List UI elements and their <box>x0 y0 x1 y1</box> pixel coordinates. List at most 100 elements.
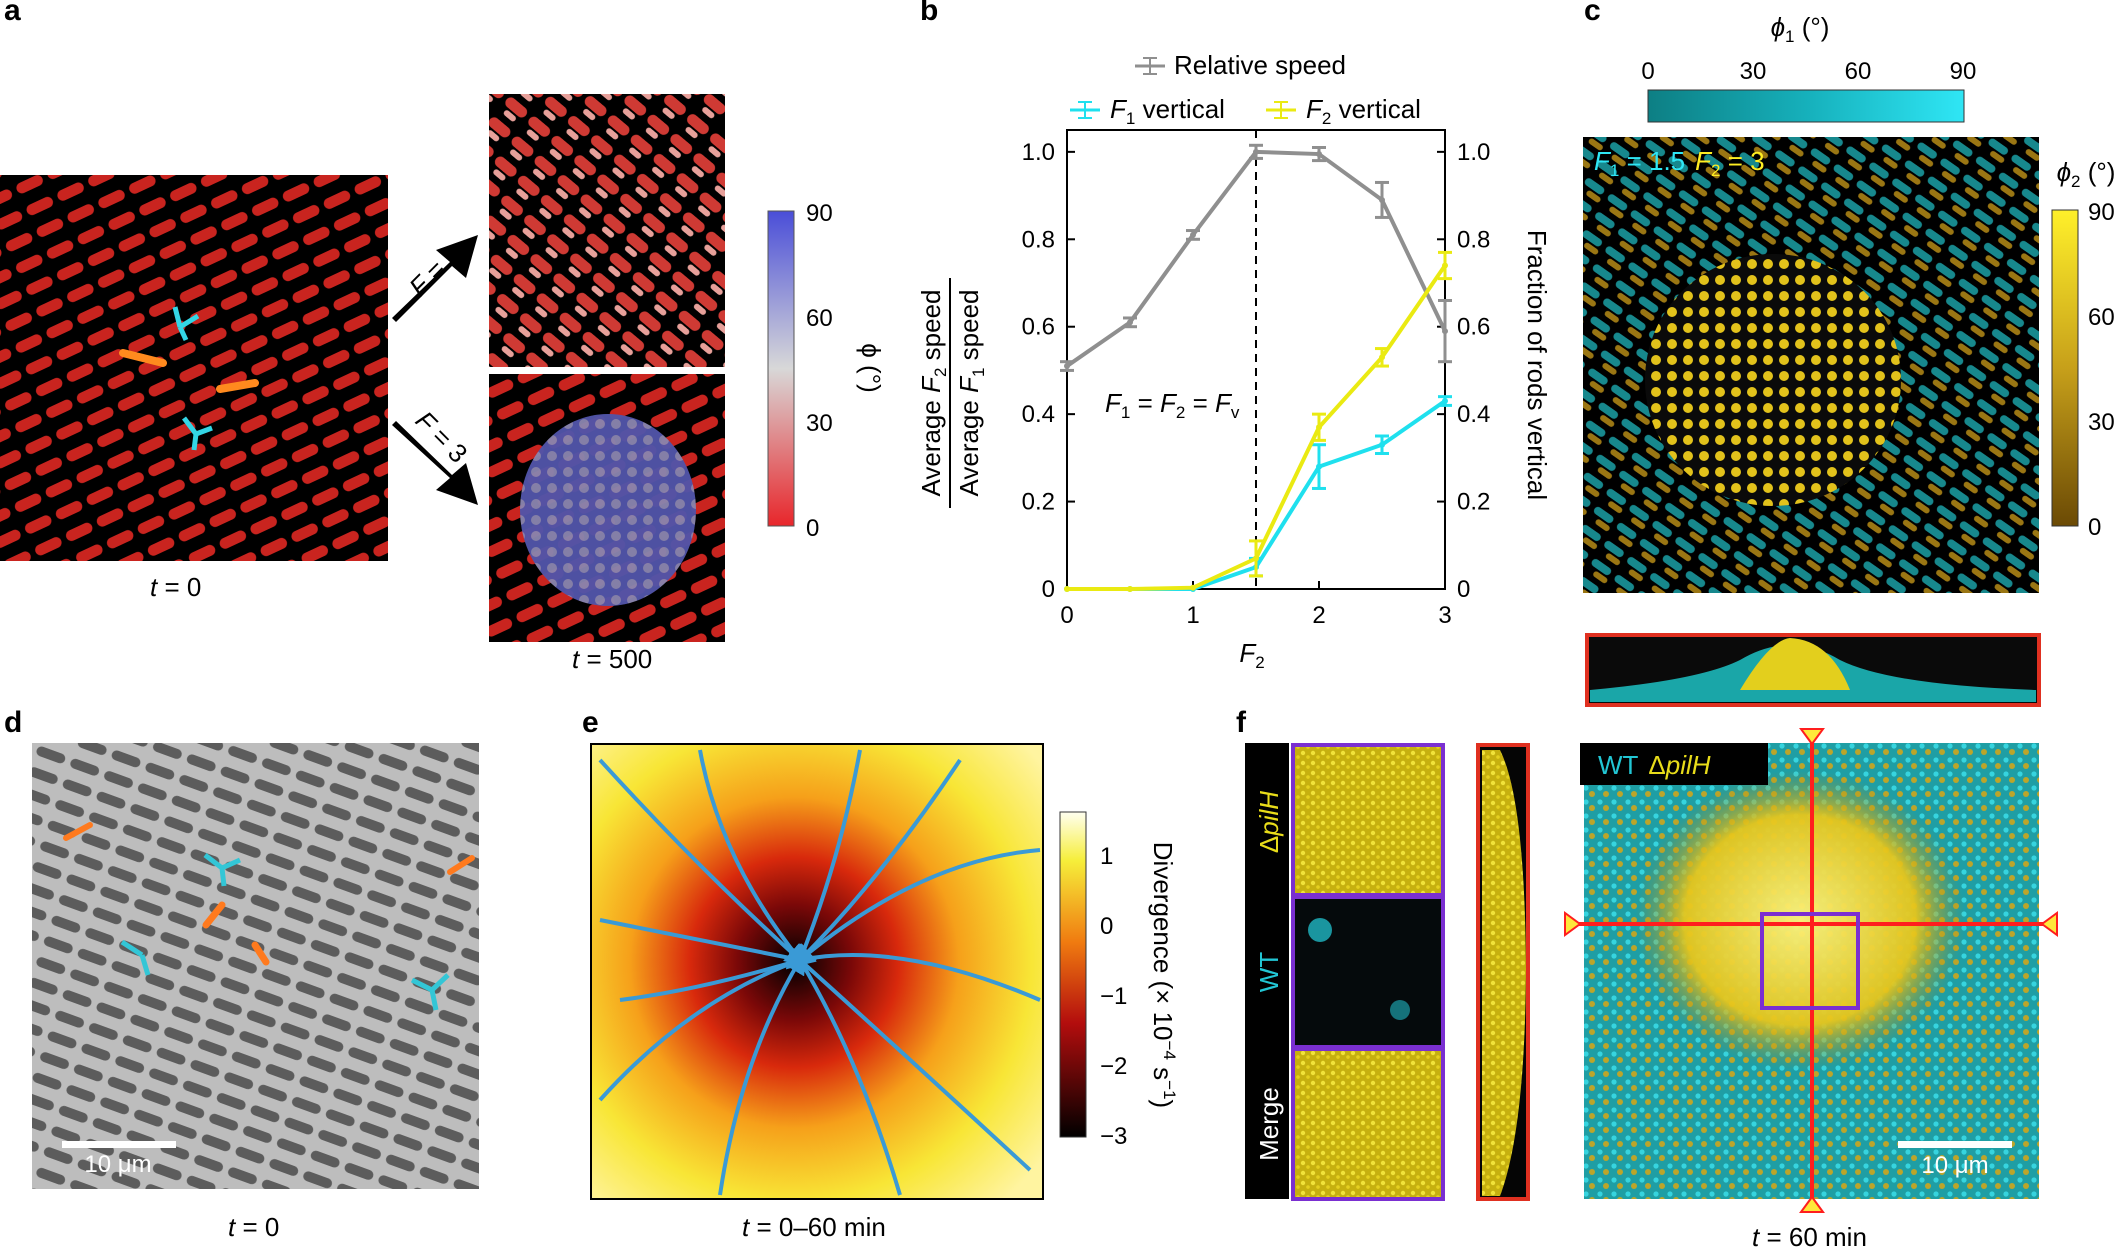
row-label-wt: WT <box>1254 952 1284 993</box>
panel-label-a: a <box>4 0 21 27</box>
zoom-pilh-channel <box>1291 743 1445 897</box>
data-point <box>1190 231 1196 238</box>
data-point <box>1064 586 1070 592</box>
initial-state-image <box>0 175 388 561</box>
panel-label-b: b <box>920 0 938 27</box>
divergence-field <box>590 743 1044 1200</box>
data-point <box>1316 151 1322 158</box>
data-point <box>1442 328 1448 335</box>
phi2-tick: 60 <box>2088 304 2115 331</box>
data-point <box>1064 363 1070 370</box>
x-tick-label: 0 <box>1060 602 1073 629</box>
x-tick-label: 3 <box>1438 602 1451 629</box>
data-point <box>1379 354 1385 361</box>
data-point <box>1379 196 1385 203</box>
colorbar-a-tick: 60 <box>806 305 833 332</box>
svg-text:Average F2 speed: Average F2 speed <box>916 289 950 496</box>
panel-a: a t = 0 F = 1 F = 3 t = 500 90 60 30 0 ϕ… <box>0 0 886 674</box>
svg-text:Average F1 speed: Average F1 speed <box>954 289 988 496</box>
crosshair-marker-top <box>1799 728 1825 746</box>
phi2-tick: 90 <box>2088 199 2115 226</box>
scalebar-d-label: 10 μm <box>84 1151 151 1178</box>
data-point <box>1316 463 1322 470</box>
colorbar-a-label: ϕ (°) <box>856 343 886 393</box>
chart-b-annotation: F1 = F2 = Fv <box>1105 388 1240 422</box>
arrow-f1 <box>392 235 478 322</box>
y-tick-label-left: 0.6 <box>1022 314 1055 341</box>
phi2-tick: 30 <box>2088 409 2115 436</box>
y-tick-label-right: 0.2 <box>1457 489 1490 516</box>
streamlines <box>598 749 1041 1196</box>
scalebar-f-label: 10 μm <box>1921 1152 1988 1179</box>
y-tick-label-left: 0.8 <box>1022 226 1055 253</box>
svg-text:F1 vertical: F1 vertical <box>1110 94 1225 128</box>
crosshair-marker-bottom <box>1799 1195 1825 1213</box>
strain-legend-text: WT ΔpilH <box>1598 750 1711 780</box>
panel-label-d: d <box>4 706 22 739</box>
phi1-tick: 90 <box>1950 58 1977 85</box>
panel-f: f ΔpilH WT Merge WT ΔpilH 10 μm t = 60 mi… <box>1236 706 2058 1251</box>
caption-e: t = 0–60 min <box>742 1212 886 1242</box>
caption-a-right: t = 500 <box>572 644 652 674</box>
panel-label-c: c <box>1584 0 1601 27</box>
data-point <box>1316 424 1322 431</box>
phi2-tick: 0 <box>2088 514 2101 541</box>
caption-a-left: t = 0 <box>150 572 201 602</box>
colorbar-e-tick: 1 <box>1100 843 1113 870</box>
phi1-colorbar-label: ϕ1 (°) <box>1771 12 1830 46</box>
panel-c: c ϕ1 (°) 0 30 60 90 F1 = 1.5 F2 = 3 ϕ2 (°… <box>1583 0 2116 707</box>
arrow-f3 <box>392 421 478 505</box>
phi1-colorbar <box>1647 89 1965 123</box>
scalebar-d <box>62 1141 176 1148</box>
phi2-colorbar-label: ϕ2 (°) <box>2057 157 2116 191</box>
panel-d: d 10 μm t = 0 <box>4 706 479 1242</box>
x-tick-label: 1 <box>1186 602 1199 629</box>
row-label-merge: Merge <box>1254 1087 1284 1161</box>
crosshair-marker-right <box>2040 911 2058 937</box>
data-point <box>1253 148 1259 155</box>
zoom-region-box <box>1760 912 1860 1010</box>
y-tick-label-right: 1.0 <box>1457 139 1490 166</box>
defect-markers-d <box>63 822 475 1011</box>
colorbar-a-tick: 90 <box>806 200 833 227</box>
scalebar-f <box>1898 1141 2012 1148</box>
chart-b-legend: Relative speed F1 vertical F2 vertical <box>1070 50 1421 128</box>
microscopy-image-d <box>32 743 479 1189</box>
defect-markers <box>119 306 259 451</box>
panel-label-e: e <box>582 706 599 739</box>
caption-d: t = 0 <box>228 1212 279 1242</box>
strain-legend <box>1580 743 1768 785</box>
inset-force-labels: F1 = 1.5 F2 = 3 <box>1594 146 1765 180</box>
panel-label-f: f <box>1236 706 1247 739</box>
chart-b-ylabel-right: Fraction of rods vertical <box>1522 230 1552 500</box>
caption-f: t = 60 min <box>1752 1222 1867 1251</box>
phi1-tick: 30 <box>1740 58 1767 85</box>
y-tick-label-right: 0.6 <box>1457 314 1490 341</box>
colorbar-e-tick: −3 <box>1100 1123 1127 1150</box>
colorbar-e <box>1059 811 1087 1138</box>
colorbar-a-tick: 30 <box>806 410 833 437</box>
y-tick-label-right: 0 <box>1457 576 1470 603</box>
y-tick-label-right: 0.8 <box>1457 226 1490 253</box>
chart-b: 0 1 2 30 00.2 0.20.4 0.40.6 0.60.8 0.81.0 1.0 <box>1022 129 1490 629</box>
colorbar-e-tick: −2 <box>1100 1053 1127 1080</box>
colorbar-e-tick: −1 <box>1100 983 1127 1010</box>
data-point <box>1442 262 1448 269</box>
y-tick-label-left: 1.0 <box>1022 139 1055 166</box>
phi1-tick: 60 <box>1845 58 1872 85</box>
colorbar-a-tick: 0 <box>806 515 819 542</box>
colorbar-e-tick: 0 <box>1100 913 1113 940</box>
y-tick-label-left: 0.2 <box>1022 489 1055 516</box>
panel-e: e 1 0 −1 −2 −3 Divergence (× 10−4 s−1) t… <box>582 706 1179 1242</box>
data-point <box>1442 398 1448 405</box>
legend-item-relative-speed: Relative speed <box>1135 50 1346 80</box>
row-label-strip <box>1245 743 1289 1199</box>
svg-text:F2 vertical: F2 vertical <box>1306 94 1421 128</box>
panel-b: b 0 1 2 30 00.2 0.20.4 0.40.6 0.60.8 0.81.0 1.0 F… <box>916 0 1552 672</box>
data-point <box>1190 584 1196 591</box>
zoom-merge <box>1291 1047 1445 1201</box>
data-point <box>1127 586 1133 592</box>
data-point <box>1379 441 1385 448</box>
colorbar-a <box>767 210 795 527</box>
